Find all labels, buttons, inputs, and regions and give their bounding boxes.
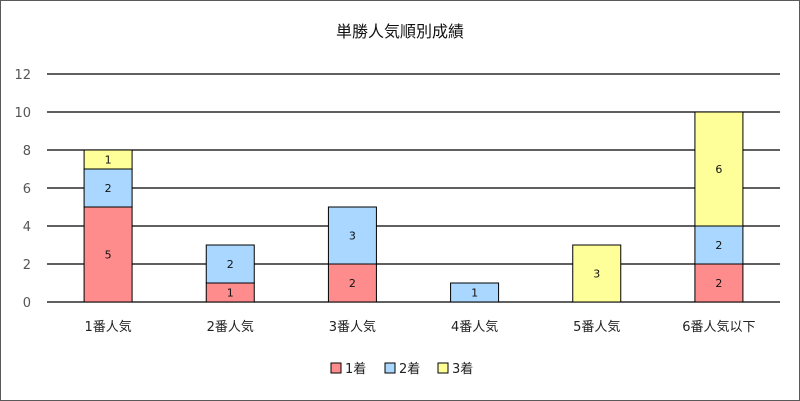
data-label: 3 <box>349 230 356 243</box>
x-axis: 1番人気 2番人気 3番人気 4番人気 5番人気 6番人気以下 <box>84 319 755 335</box>
bar-segment <box>694 263 744 303</box>
bar-segment <box>83 149 133 170</box>
y-tick-label: 12 <box>14 68 31 83</box>
bar-segment <box>572 244 622 303</box>
y-tick-label: 2 <box>23 258 31 273</box>
legend-label: 3着 <box>452 361 473 377</box>
data-label: 2 <box>715 239 722 252</box>
x-tick-label: 3番人気 <box>329 319 376 335</box>
data-label: 3 <box>593 268 600 281</box>
legend-swatch <box>330 362 342 374</box>
bars: 5 2 1 1 2 2 3 1 3 2 2 6 <box>83 111 744 303</box>
bar-segment <box>83 206 133 303</box>
chart-title: 単勝人気順別成績 <box>336 22 464 41</box>
data-label: 1 <box>471 287 478 300</box>
x-tick-label: 1番人気 <box>84 319 131 335</box>
data-label: 1 <box>227 287 234 300</box>
bar-segment <box>327 263 377 303</box>
legend-label: 1着 <box>345 361 366 377</box>
y-tick-label: 4 <box>23 220 31 235</box>
y-tick-label: 0 <box>23 296 31 311</box>
y-axis: 0 2 4 6 8 10 12 <box>14 68 31 311</box>
data-label: 5 <box>105 249 112 262</box>
legend-swatch <box>384 362 396 374</box>
data-label: 6 <box>715 163 722 176</box>
x-tick-label: 6番人気以下 <box>682 319 755 335</box>
bar-segment <box>694 225 744 265</box>
x-tick-label: 4番人気 <box>451 319 498 335</box>
legend: 1着 2着 3着 <box>330 361 473 377</box>
bar-segment <box>450 282 500 303</box>
data-label: 2 <box>105 182 112 195</box>
y-tick-label: 10 <box>14 106 31 121</box>
bar-segment <box>327 206 377 265</box>
data-label: 1 <box>105 154 112 167</box>
y-tick-label: 8 <box>23 144 31 159</box>
gridlines <box>47 73 780 303</box>
bar-segment <box>694 111 744 227</box>
y-tick-label: 6 <box>23 182 31 197</box>
bar-segment <box>205 244 255 284</box>
x-tick-label: 5番人気 <box>573 319 620 335</box>
x-tick-label: 2番人気 <box>207 319 254 335</box>
bar-segment <box>83 168 133 208</box>
legend-label: 2着 <box>399 361 420 377</box>
legend-swatch <box>437 362 449 374</box>
data-label: 2 <box>715 277 722 290</box>
data-label: 2 <box>227 258 234 271</box>
data-label: 2 <box>349 277 356 290</box>
